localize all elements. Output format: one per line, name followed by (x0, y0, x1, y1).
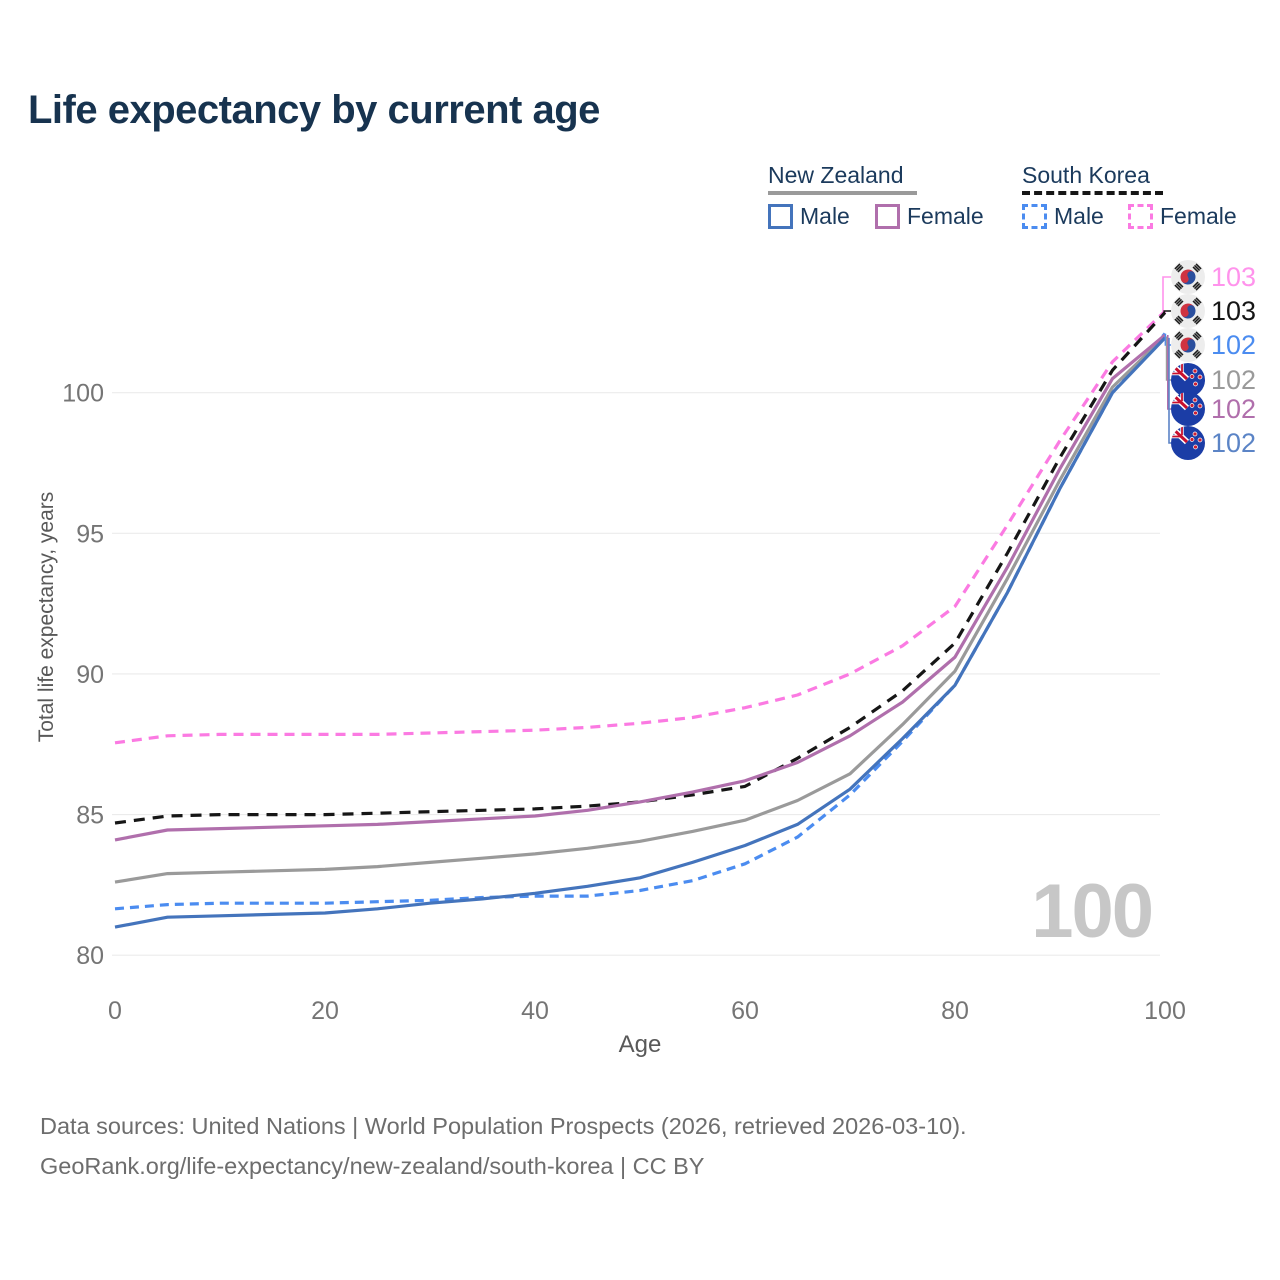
leader-line-south-korea-female (1162, 276, 1171, 312)
legend-underline-south-korea (1022, 191, 1163, 195)
sk-female-swatch (1128, 204, 1153, 229)
legend-underline-new-zealand (768, 191, 917, 195)
y-tick-label: 90 (76, 661, 104, 689)
end-label-south-korea-female: 103 (1171, 260, 1256, 294)
nz-male-swatch (768, 204, 793, 229)
end-label-value: 102 (1211, 329, 1257, 360)
y-tick-label: 85 (76, 802, 104, 830)
x-tick-label: 0 (108, 997, 122, 1025)
end-label-south-korea-male: 102 (1171, 328, 1256, 362)
legend-item-label: Female (907, 203, 984, 229)
end-label-south-korea-total: 103 (1171, 294, 1256, 328)
y-tick-label: 95 (76, 520, 104, 548)
legend-item-nz-male[interactable]: Male (768, 203, 850, 230)
series-line-south-korea-total (114, 311, 1167, 825)
series-line-new-zealand-female (114, 333, 1167, 842)
watermark-age: 100 (1031, 869, 1154, 954)
end-label-new-zealand-male: 102 (1171, 426, 1256, 460)
sk-male-swatch (1022, 204, 1047, 229)
new-zealand-flag-icon (1171, 392, 1205, 426)
legend-item-label: Male (1054, 203, 1104, 229)
new-zealand-flag-icon (1171, 363, 1205, 397)
x-tick-label: 40 (521, 997, 549, 1025)
legend-item-sk-male[interactable]: Male (1022, 203, 1104, 230)
end-label-value: 102 (1211, 393, 1257, 424)
south-korea-flag-icon (1171, 260, 1205, 294)
x-tick-label: 60 (731, 997, 759, 1025)
footer-datasource: Data sources: United Nations | World Pop… (40, 1113, 967, 1139)
end-label-value: 102 (1211, 427, 1257, 458)
x-tick-label: 80 (941, 997, 969, 1025)
nz-female-swatch (875, 204, 900, 229)
leader-line-new-zealand-female (1167, 335, 1171, 410)
series-line-south-korea-female (114, 309, 1167, 745)
series-line-new-zealand-male (114, 336, 1167, 929)
legend-item-label: Male (800, 203, 850, 229)
legend-item-label: Female (1160, 203, 1237, 229)
x-axis-title: Age (619, 1031, 662, 1058)
south-korea-flag-icon (1171, 328, 1205, 362)
leader-line-south-korea-total (1163, 310, 1171, 313)
legend-header-new-zealand: New Zealand (768, 162, 904, 188)
y-tick-label: 100 (62, 380, 104, 408)
footer-url: GeoRank.org/life-expectancy/new-zealand/… (40, 1153, 705, 1179)
footer: Data sources: United Nations | World Pop… (40, 1106, 967, 1186)
end-label-value: 102 (1211, 364, 1257, 395)
series-line-new-zealand-total (114, 335, 1167, 884)
legend-header-south-korea: South Korea (1022, 162, 1150, 188)
x-tick-label: 100 (1144, 997, 1186, 1025)
x-tick-label: 20 (311, 997, 339, 1025)
series-line-south-korea-male (114, 332, 1167, 911)
legend-item-nz-female[interactable]: Female (875, 203, 984, 230)
end-label-new-zealand-female: 102 (1171, 392, 1256, 426)
end-label-new-zealand-total: 102 (1171, 363, 1256, 397)
leader-line-new-zealand-male (1168, 337, 1171, 444)
end-label-value: 103 (1211, 295, 1257, 326)
y-tick-label: 80 (76, 942, 104, 970)
chart-title: Life expectancy by current age (28, 88, 600, 132)
legend-item-sk-female[interactable]: Female (1128, 203, 1237, 230)
new-zealand-flag-icon (1171, 426, 1205, 460)
south-korea-flag-icon (1171, 294, 1205, 328)
end-label-value: 103 (1211, 261, 1257, 292)
